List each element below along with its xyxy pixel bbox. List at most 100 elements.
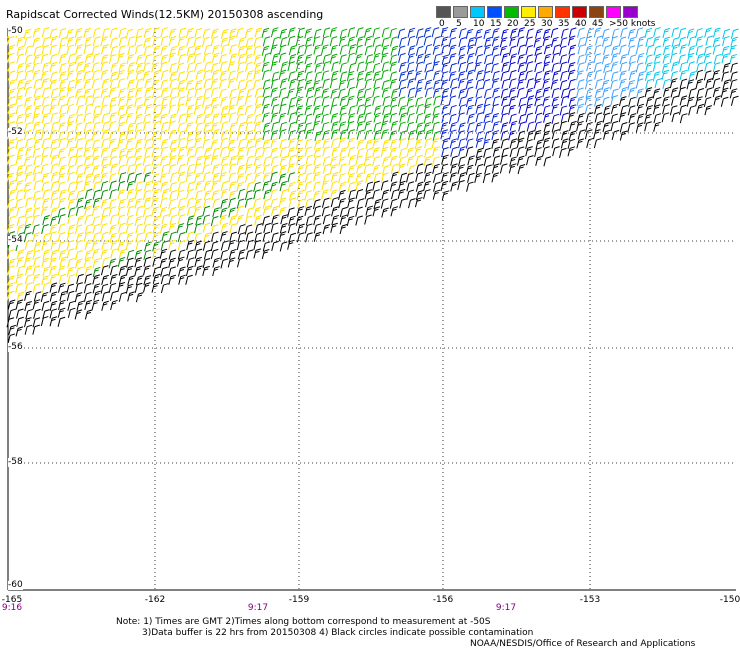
wind-barb bbox=[304, 190, 313, 201]
wind-barb bbox=[552, 44, 561, 55]
wind-barb bbox=[517, 54, 525, 65]
wind-barb bbox=[228, 112, 237, 123]
wind-barb bbox=[83, 180, 91, 191]
wind-barb bbox=[144, 86, 153, 98]
wind-barbs bbox=[6, 27, 739, 344]
wind-barb bbox=[24, 164, 33, 175]
wind-barb bbox=[186, 257, 195, 268]
wind-barb bbox=[509, 113, 517, 124]
wind-barb bbox=[261, 45, 270, 56]
wind-barb bbox=[50, 163, 58, 174]
wind-barb bbox=[534, 121, 542, 132]
wind-barb bbox=[152, 113, 161, 124]
wind-barb bbox=[491, 138, 499, 149]
wind-barb bbox=[83, 62, 91, 73]
wind-barb bbox=[177, 122, 185, 133]
wind-barb bbox=[288, 215, 296, 226]
wind-barb bbox=[482, 172, 491, 184]
wind-barb bbox=[84, 239, 93, 250]
wind-barb bbox=[492, 70, 500, 81]
wind-barb bbox=[678, 54, 686, 65]
wind-barb bbox=[143, 265, 151, 276]
wind-barb bbox=[601, 36, 610, 47]
wind-barb bbox=[66, 248, 75, 259]
wind-barb bbox=[440, 129, 448, 140]
wind-barb bbox=[322, 61, 331, 72]
wind-barb bbox=[389, 155, 398, 166]
wind-barb bbox=[406, 147, 415, 158]
wind-barb bbox=[594, 112, 603, 123]
wind-barb bbox=[441, 147, 449, 158]
wind-barb bbox=[339, 206, 348, 217]
wind-barb bbox=[177, 146, 186, 157]
wind-barb bbox=[203, 180, 212, 191]
wind-barb bbox=[135, 27, 144, 39]
wind-barb bbox=[534, 112, 543, 123]
wind-barb bbox=[210, 87, 219, 98]
wind-barb bbox=[75, 69, 84, 81]
wind-barb bbox=[347, 137, 355, 148]
wind-barb bbox=[159, 223, 168, 234]
wind-barb bbox=[24, 207, 33, 218]
wind-barb bbox=[195, 180, 203, 191]
wind-barb bbox=[322, 78, 330, 89]
wind-barb bbox=[330, 113, 339, 124]
wind-barb bbox=[518, 70, 526, 81]
wind-barb bbox=[177, 163, 186, 175]
wind-barb bbox=[160, 146, 168, 157]
wind-barb bbox=[203, 61, 212, 72]
wind-barb bbox=[236, 173, 245, 184]
wind-barb bbox=[177, 71, 186, 82]
legend-swatch bbox=[487, 6, 502, 18]
wind-barb bbox=[161, 214, 170, 225]
wind-barb bbox=[576, 120, 584, 132]
wind-barb bbox=[560, 138, 569, 149]
wind-barb bbox=[41, 78, 49, 89]
wind-barb bbox=[193, 52, 202, 64]
wind-barb bbox=[143, 256, 152, 267]
wind-barb bbox=[500, 88, 509, 99]
wind-barb bbox=[212, 257, 221, 268]
wind-barb bbox=[220, 198, 228, 209]
wind-barb bbox=[159, 129, 168, 140]
wind-barb bbox=[245, 53, 253, 64]
wind-barb bbox=[237, 232, 246, 243]
wind-barb bbox=[41, 197, 50, 209]
wind-barb bbox=[66, 103, 75, 114]
wind-barb bbox=[696, 88, 705, 99]
wind-barb bbox=[134, 172, 142, 183]
wind-barb bbox=[586, 61, 594, 72]
wind-barb bbox=[42, 249, 51, 260]
wind-barb bbox=[432, 36, 441, 47]
wind-barb bbox=[134, 257, 143, 268]
wind-barb bbox=[365, 147, 373, 158]
wind-barb bbox=[618, 36, 627, 47]
wind-barb bbox=[373, 129, 382, 140]
wind-barb bbox=[186, 36, 194, 47]
wind-barb bbox=[228, 181, 237, 192]
wind-barb bbox=[212, 147, 220, 158]
wind-barb bbox=[339, 71, 348, 82]
wind-barb bbox=[415, 181, 424, 192]
wind-barb bbox=[186, 155, 195, 166]
wind-barb bbox=[101, 138, 109, 149]
wind-barb bbox=[195, 122, 203, 133]
wind-barb bbox=[75, 173, 84, 184]
wind-barb bbox=[67, 113, 75, 125]
wind-barb bbox=[448, 44, 457, 55]
wind-barb bbox=[363, 27, 372, 38]
legend-swatch bbox=[470, 6, 485, 18]
wind-barb bbox=[534, 96, 542, 107]
wind-barb bbox=[330, 70, 339, 81]
wind-barb bbox=[287, 35, 296, 46]
wind-barb bbox=[66, 137, 74, 149]
wind-barb bbox=[203, 197, 211, 208]
wind-barb bbox=[261, 248, 270, 260]
wind-barb bbox=[278, 231, 287, 242]
wind-barb bbox=[372, 95, 380, 106]
wind-barb bbox=[679, 61, 687, 73]
wind-barb bbox=[75, 147, 84, 158]
wind-barb bbox=[57, 207, 66, 218]
wind-barb bbox=[482, 138, 491, 149]
wind-barb bbox=[560, 87, 569, 99]
